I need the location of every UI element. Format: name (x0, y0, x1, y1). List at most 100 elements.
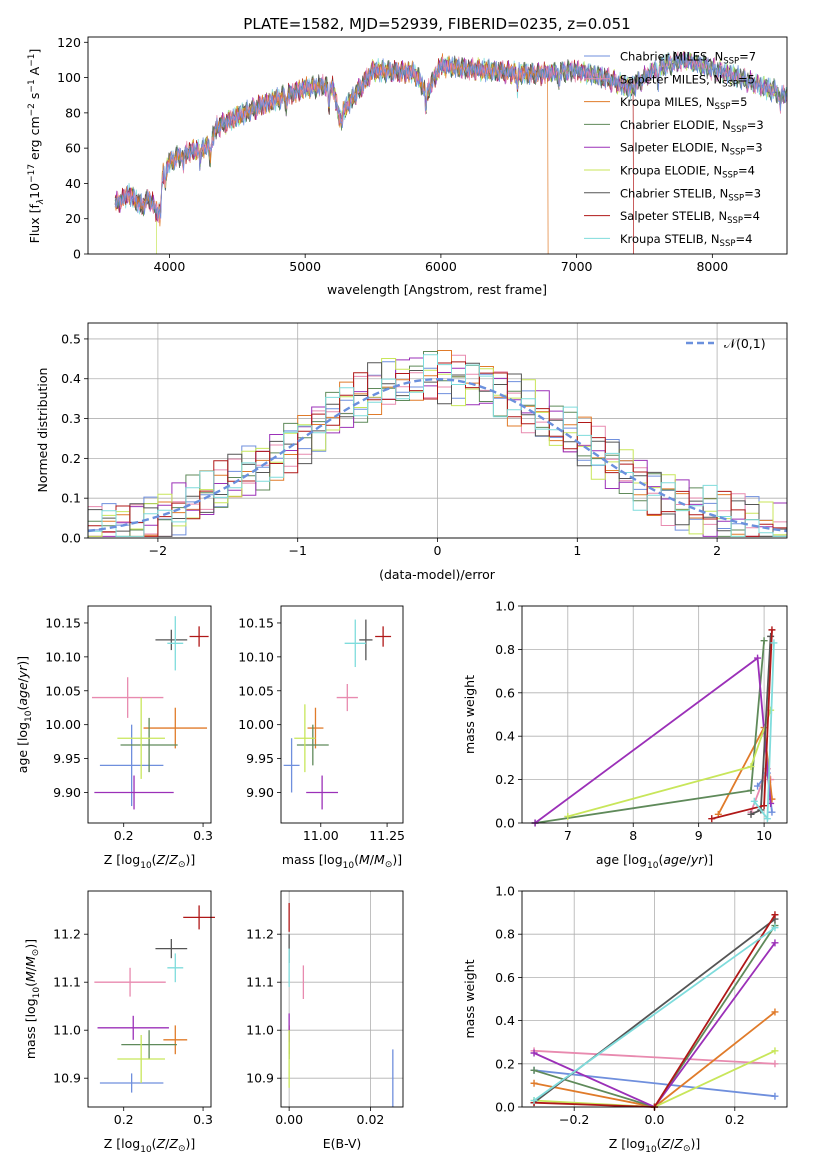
y-tick-label: 0.2 (61, 451, 81, 466)
y-tick-label: 0.0 (495, 1100, 515, 1115)
panel-residuals: −2 −1 0 1 2 0.0 0.1 0.2 0.3 0.4 0.5 𝒩(0,1) (data-mod… (35, 322, 788, 582)
weight-marker (771, 939, 779, 947)
x-tick-label: 6000 (425, 259, 457, 274)
legend-label-kroupa-miles: Kroupa MILES, NSSP=5 (620, 95, 747, 112)
panel-age-vs-Z: 0.2 0.3 9.90 9.95 10.00 10.05 10.10 10.15 Z [log… (15, 605, 213, 871)
weight-marker (760, 637, 768, 645)
y-tick-label: 11.1 (53, 975, 81, 990)
x-tick-label: 10 (756, 828, 772, 843)
figure-title: PLATE=1582, MJD=52939, FIBERID=0235, z=0… (243, 15, 630, 33)
y-tick-label: 60 (65, 141, 81, 156)
normal-reference-curve (87, 377, 788, 533)
x-tick-label: 0.3 (193, 828, 213, 843)
axes-frame (87, 36, 788, 255)
weight-marker (747, 763, 755, 771)
errorbar-chabrier-stelib (359, 619, 373, 661)
axes-frame (521, 605, 788, 824)
y-tick-label: 1.0 (495, 884, 515, 899)
x-tick-label: 2 (713, 543, 721, 558)
axes-frame-group: 7 8 9 10 0.0 0.2 0.4 0.6 0.8 1.0 (495, 599, 788, 843)
x-tick-label: 0.2 (725, 1112, 745, 1127)
y-tick-label: 10.9 (246, 1071, 274, 1086)
y-tick-label: 9.90 (246, 785, 274, 800)
errorbar-chabrier-elodie (296, 724, 329, 766)
y-tick-label: 0.2 (495, 1056, 515, 1071)
y-tick-label: 0.1 (61, 491, 81, 506)
errorbar-chabrier-elodie (120, 717, 178, 773)
errorbar-salpeter-stelib (375, 626, 392, 647)
x-axis-label: (data-model)/error (379, 567, 496, 582)
plot-area (531, 626, 778, 827)
weight-marker (754, 654, 762, 662)
errorbar-chabrier-miles (99, 1073, 164, 1093)
x-axis-label: Z [log10(Z/Z⊙)] (104, 852, 196, 871)
plot-area (283, 619, 392, 810)
errorbar-kroupa-stelib (167, 953, 184, 983)
x-tick-label: 11.25 (369, 828, 405, 843)
legend: 𝒩(0,1) (686, 336, 766, 351)
weight-marker (530, 1079, 538, 1087)
hist-kroupa-stelib (87, 354, 787, 538)
y-tick-label: 0.4 (61, 371, 81, 386)
weight-line (567, 709, 772, 818)
y-tick-label: 11.1 (246, 975, 274, 990)
plot-area (288, 903, 394, 1107)
errorbar-kroupa-stelib (344, 619, 366, 668)
x-tick-label: 0 (434, 543, 442, 558)
x-tick-label: −2 (149, 543, 167, 558)
weight-marker (771, 1092, 779, 1100)
y-tick-label: 80 (65, 105, 81, 120)
y-axis-label: mass weight (462, 959, 477, 1038)
x-axis-label: wavelength [Angstrom, rest frame] (327, 282, 547, 297)
weight-line (534, 656, 772, 824)
y-tick-label: 20 (65, 211, 81, 226)
panel-weight-vs-age: 7 8 9 10 0.0 0.2 0.4 0.6 0.8 1.0 age [log10(age/yr… (462, 599, 788, 871)
weight-marker (771, 924, 779, 932)
weight-series-kroupa-stelib (530, 924, 779, 1105)
y-tick-label: 10.10 (238, 649, 274, 664)
weight-marker (708, 815, 716, 823)
axes-frame (280, 890, 404, 1108)
weight-marker (750, 797, 758, 805)
legend-label-salpeter-elodie: Salpeter ELODIE, NSSP=3 (620, 141, 763, 158)
y-axis-label: age [log10(age/yr)] (15, 656, 34, 773)
panel-weight-vs-Z: −0.2 0.0 0.2 0.0 0.2 0.4 0.6 0.8 1.0 Z [log10(Z/Z… (462, 884, 788, 1155)
legend: Chabrier MILES, NSSP=7 Salpeter MILES, NS… (584, 50, 764, 249)
weight-marker (530, 1066, 538, 1074)
y-tick-label: 10.9 (53, 1071, 81, 1086)
weight-marker (771, 1060, 779, 1068)
axes-frame-group: 0.2 0.3 10.9 11.0 11.1 11.2 (53, 890, 213, 1127)
axes-frame (87, 605, 212, 824)
y-tick-label: 10.05 (238, 683, 274, 698)
x-tick-label: 0.2 (114, 828, 134, 843)
errorbar-salpeter-miles (336, 683, 358, 712)
x-tick-label: 0.00 (275, 1112, 303, 1127)
x-axis-label: E(B-V) (323, 1136, 362, 1151)
plot-area (114, 50, 788, 255)
x-axis-label: age [log10(age/yr)] (596, 852, 713, 871)
x-tick-label: 9 (695, 828, 703, 843)
weight-marker (768, 808, 776, 816)
axes-frame-group: −0.2 0.0 0.2 0.0 0.2 0.4 0.6 0.8 1.0 (495, 884, 788, 1127)
y-axis-label: Normed distribution (35, 368, 50, 493)
weight-line (533, 1069, 776, 1098)
weight-marker (760, 802, 768, 810)
axes-frame-group: 11.00 11.25 9.90 9.95 10.00 10.05 10.10 10.15 (238, 605, 405, 843)
y-tick-label: 10.00 (238, 717, 274, 732)
legend-label-salpeter-miles: Salpeter MILES, NSSP=5 (620, 72, 755, 89)
y-tick-label: 11.2 (53, 927, 81, 942)
plot-area (91, 616, 209, 810)
x-tick-label: −0.2 (559, 1112, 589, 1127)
y-tick-label: 0.0 (61, 531, 81, 546)
spectrum-line-kroupa-miles (114, 53, 549, 255)
weight-marker (770, 639, 778, 647)
weight-line (534, 640, 765, 824)
x-tick-label: 0.0 (645, 1112, 665, 1127)
errorbar-kroupa-miles (163, 1025, 188, 1055)
x-tick-label: 11.00 (303, 828, 339, 843)
plot-area (94, 905, 215, 1093)
errorbar-chabrier-elodie (121, 1030, 177, 1059)
errorbar-kroupa-miles (307, 707, 324, 749)
errorbar-chabrier-miles (99, 724, 164, 807)
